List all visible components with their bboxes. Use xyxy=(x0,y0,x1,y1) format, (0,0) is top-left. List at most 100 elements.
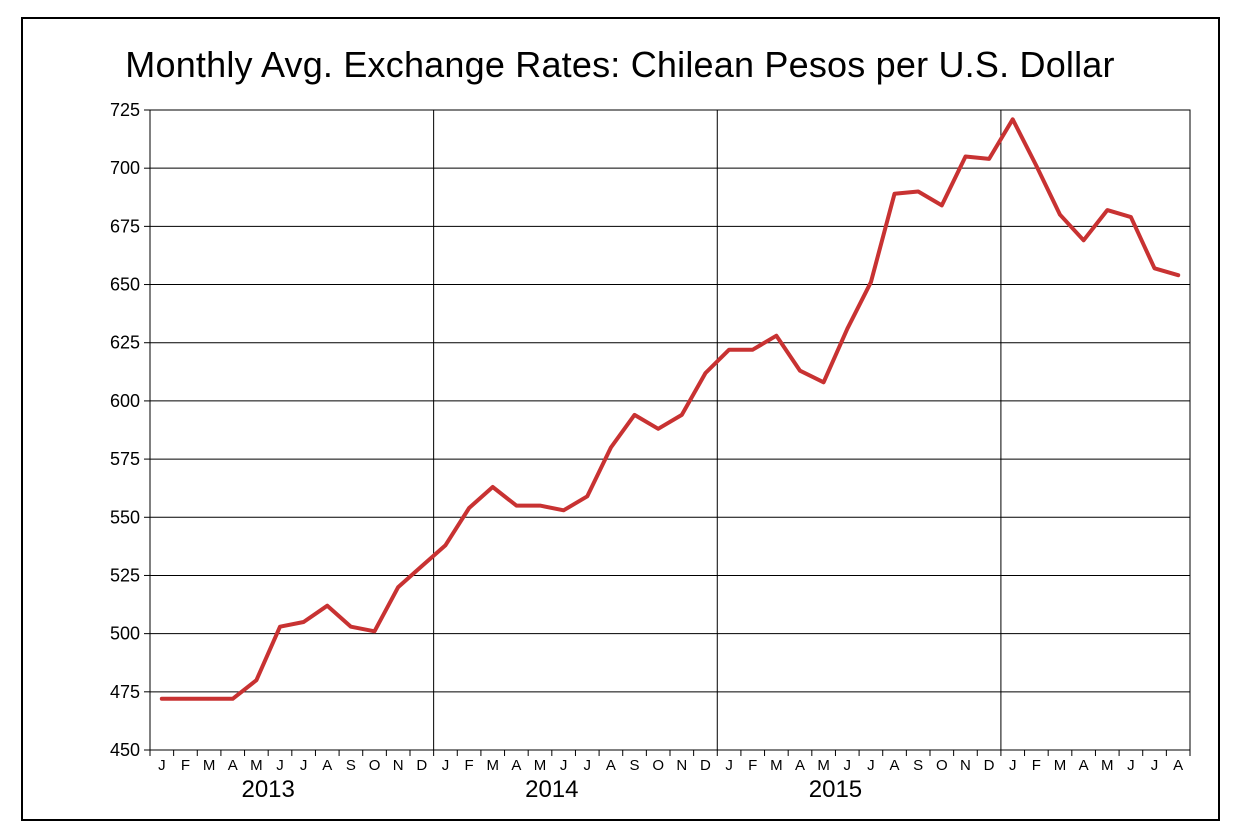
x-tick-label: N xyxy=(960,757,971,774)
data-point xyxy=(892,192,897,196)
data-point xyxy=(963,154,968,159)
x-tick-label: A xyxy=(322,757,332,774)
x-tick-label: O xyxy=(936,757,948,774)
y-tick-label: 700 xyxy=(110,158,140,178)
data-point xyxy=(1082,238,1086,242)
x-tick-label: M xyxy=(203,757,216,774)
y-tick-label: 725 xyxy=(110,100,140,120)
x-tick-label: J xyxy=(1127,757,1135,774)
data-point xyxy=(1011,117,1015,121)
x-tick-label: J xyxy=(584,757,592,774)
x-tick-label: J xyxy=(867,757,875,774)
y-tick-label: 575 xyxy=(110,449,140,469)
data-point xyxy=(798,369,802,373)
x-tick-label: J xyxy=(1009,757,1017,774)
data-point xyxy=(1105,208,1109,212)
data-point xyxy=(916,189,920,194)
x-tick-label: F xyxy=(1032,757,1041,774)
y-tick-label: 675 xyxy=(110,216,140,236)
x-tick-label: D xyxy=(984,757,995,774)
data-point xyxy=(940,203,944,208)
x-tick-label: J xyxy=(442,757,450,774)
x-tick-label: M xyxy=(250,757,263,774)
series-group xyxy=(159,117,1181,701)
x-tick-label: A xyxy=(606,757,616,774)
x-year-label: 2013 xyxy=(241,776,294,803)
x-tick-label: J xyxy=(560,757,568,774)
data-point xyxy=(562,508,566,512)
x-tick-label: F xyxy=(748,757,757,774)
data-point xyxy=(727,348,731,352)
data-point xyxy=(538,504,542,508)
data-point xyxy=(1152,266,1157,270)
x-tick-label: O xyxy=(652,757,664,774)
data-point xyxy=(443,543,448,547)
x-tick-label: S xyxy=(346,757,356,774)
x-tick-label: F xyxy=(181,757,190,774)
data-point xyxy=(491,485,495,489)
x-tick-label: J xyxy=(300,757,308,774)
x-tick-label: D xyxy=(416,757,427,774)
data-point xyxy=(845,327,849,331)
x-tick-label: J xyxy=(276,757,284,774)
x-tick-label: O xyxy=(369,757,381,774)
data-point xyxy=(349,625,353,629)
data-point xyxy=(774,334,778,338)
x-tick-label: F xyxy=(465,757,474,774)
data-point xyxy=(1129,215,1133,219)
data-point xyxy=(254,678,258,682)
data-point xyxy=(869,280,873,284)
data-point xyxy=(231,697,235,701)
data-point xyxy=(278,625,282,629)
y-tick-label: 600 xyxy=(110,391,140,411)
x-tick-label: M xyxy=(1101,757,1114,774)
chart-frame xyxy=(21,17,1220,821)
x-year-label: 2014 xyxy=(525,776,578,803)
data-point xyxy=(396,585,400,589)
data-point xyxy=(372,629,377,633)
data-point xyxy=(585,494,589,498)
data-point xyxy=(325,604,329,608)
data-point xyxy=(302,620,306,624)
data-point xyxy=(1058,213,1062,217)
x-tick-label: A xyxy=(795,757,805,774)
x-tick-label: J xyxy=(725,757,733,774)
data-point xyxy=(822,380,826,384)
data-point xyxy=(987,157,991,161)
y-tick-label: 500 xyxy=(110,624,140,644)
data-point xyxy=(160,697,164,701)
x-tick-label: A xyxy=(1079,757,1089,774)
data-point xyxy=(420,564,424,568)
x-year-label: 2015 xyxy=(809,776,862,803)
data-point xyxy=(609,445,613,450)
x-tick-label: M xyxy=(770,757,783,774)
x-tick-label: J xyxy=(158,757,166,774)
data-point xyxy=(703,371,708,375)
data-point xyxy=(751,348,755,352)
y-tick-label: 450 xyxy=(110,740,140,760)
data-point xyxy=(183,697,188,701)
data-point xyxy=(207,697,211,701)
y-tick-label: 475 xyxy=(110,682,140,702)
data-point xyxy=(514,504,518,508)
x-tick-label: N xyxy=(676,757,687,774)
x-tick-label: A xyxy=(228,757,238,774)
x-tick-label: A xyxy=(1173,757,1183,774)
x-tick-label: J xyxy=(1151,757,1159,774)
data-point xyxy=(1176,273,1180,277)
data-point xyxy=(632,413,637,417)
y-tick-label: 550 xyxy=(110,507,140,527)
x-tick-label: D xyxy=(700,757,711,774)
y-tick-label: 650 xyxy=(110,275,140,295)
x-tick-label: M xyxy=(534,757,547,774)
x-tick-label: J xyxy=(844,757,852,774)
grid-lines xyxy=(144,109,1191,756)
data-point xyxy=(656,427,660,431)
data-point xyxy=(1034,164,1038,168)
series-line xyxy=(159,117,1181,701)
x-tick-label: N xyxy=(393,757,404,774)
x-tick-label: M xyxy=(1054,757,1067,774)
y-axis-tick-labels: 450 475 500 525 550 575 600 625 650 675 700 725 xyxy=(110,100,140,760)
